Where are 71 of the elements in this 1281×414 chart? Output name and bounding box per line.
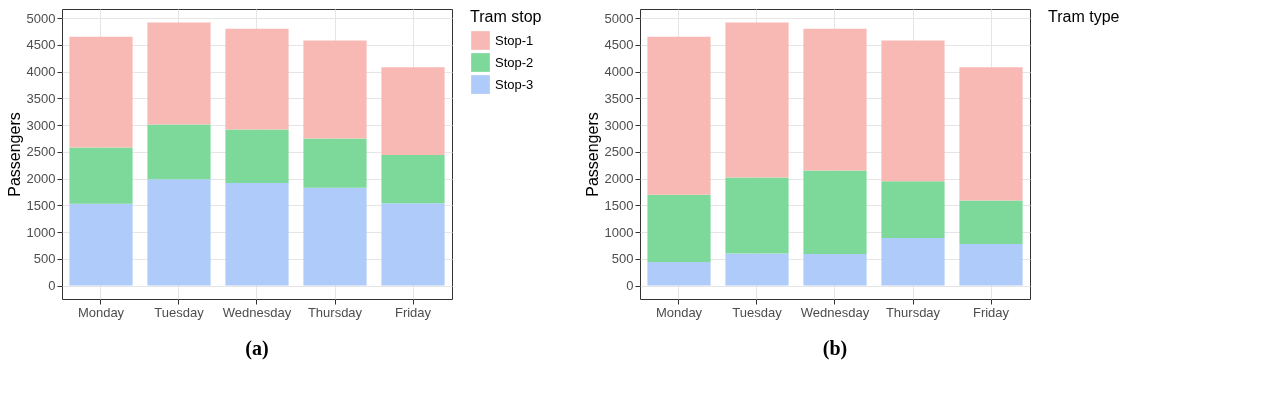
y-tick-label: 4000 [604, 64, 634, 80]
y-tick-label: 5000 [604, 10, 634, 26]
bar [225, 28, 289, 130]
x-tick-label: Friday [972, 304, 1010, 320]
bar [69, 147, 133, 204]
legend-title: Tram type [1048, 8, 1120, 25]
y-tick-label: 5000 [26, 10, 56, 26]
bar [881, 40, 945, 182]
x-tick-label: Tuesday [154, 304, 205, 320]
y-axis-title: Passengers [5, 112, 23, 197]
y-tick-label: 1500 [26, 197, 56, 213]
bar [381, 203, 445, 286]
bar [647, 194, 711, 263]
bar [725, 177, 789, 254]
bar [303, 187, 367, 286]
bar [725, 22, 789, 178]
y-tick-label: 2500 [604, 144, 634, 160]
bar [803, 254, 867, 286]
bar [147, 22, 211, 125]
bar [69, 203, 133, 286]
bar [225, 129, 289, 183]
bar [725, 253, 789, 286]
y-tick-label: 3500 [26, 90, 56, 106]
bar [803, 28, 867, 171]
y-tick-label: 500 [33, 251, 56, 267]
y-tick-label: 0 [626, 278, 634, 294]
bar [647, 262, 711, 286]
bar [381, 67, 445, 156]
y-tick-label: 1000 [26, 224, 56, 240]
x-tick-label: Monday [77, 304, 125, 320]
x-tick-label: Wednesday [222, 304, 292, 320]
y-tick-label: 4000 [26, 64, 56, 80]
y-tick-label: 500 [611, 251, 634, 267]
y-tick-label: 1500 [604, 197, 634, 213]
bar [225, 182, 289, 286]
bar [647, 36, 711, 195]
x-tick-label: Monday [655, 304, 703, 320]
y-tick-label: 4500 [26, 37, 56, 53]
bar [303, 138, 367, 188]
x-tick-label: Thursday [885, 304, 941, 320]
text: (a) [245, 337, 269, 360]
legend-title: Tram stop [470, 8, 542, 25]
y-tick-label: 2500 [26, 144, 56, 160]
y-tick-label: 0 [48, 278, 56, 294]
x-tick-label: Thursday [307, 304, 363, 320]
bar [881, 181, 945, 238]
y-axis-title: Passengers [583, 112, 601, 197]
legend-label: Stop-2 [495, 54, 534, 70]
bar [959, 67, 1023, 201]
legend-label: Stop-1 [495, 32, 534, 48]
y-tick-label: 4500 [604, 37, 634, 53]
y-tick-label: 2000 [26, 171, 56, 187]
bar [381, 155, 445, 204]
bar [147, 124, 211, 180]
x-tick-label: Tuesday [732, 304, 783, 320]
bar [303, 40, 367, 139]
text: (b) [822, 337, 848, 360]
bar [147, 179, 211, 286]
y-tick-label: 2000 [604, 171, 634, 187]
bar [69, 36, 133, 148]
y-tick-label: 1000 [604, 224, 634, 240]
x-tick-label: Wednesday [800, 304, 870, 320]
bar [959, 200, 1023, 244]
y-tick-label: 3500 [604, 90, 634, 106]
bar [881, 238, 945, 286]
bar [959, 243, 1023, 286]
y-tick-label: 3000 [604, 117, 634, 133]
bar [803, 170, 867, 255]
x-tick-label: Friday [394, 304, 432, 320]
y-tick-label: 3000 [26, 117, 56, 133]
legend-label: Stop-3 [495, 76, 534, 92]
